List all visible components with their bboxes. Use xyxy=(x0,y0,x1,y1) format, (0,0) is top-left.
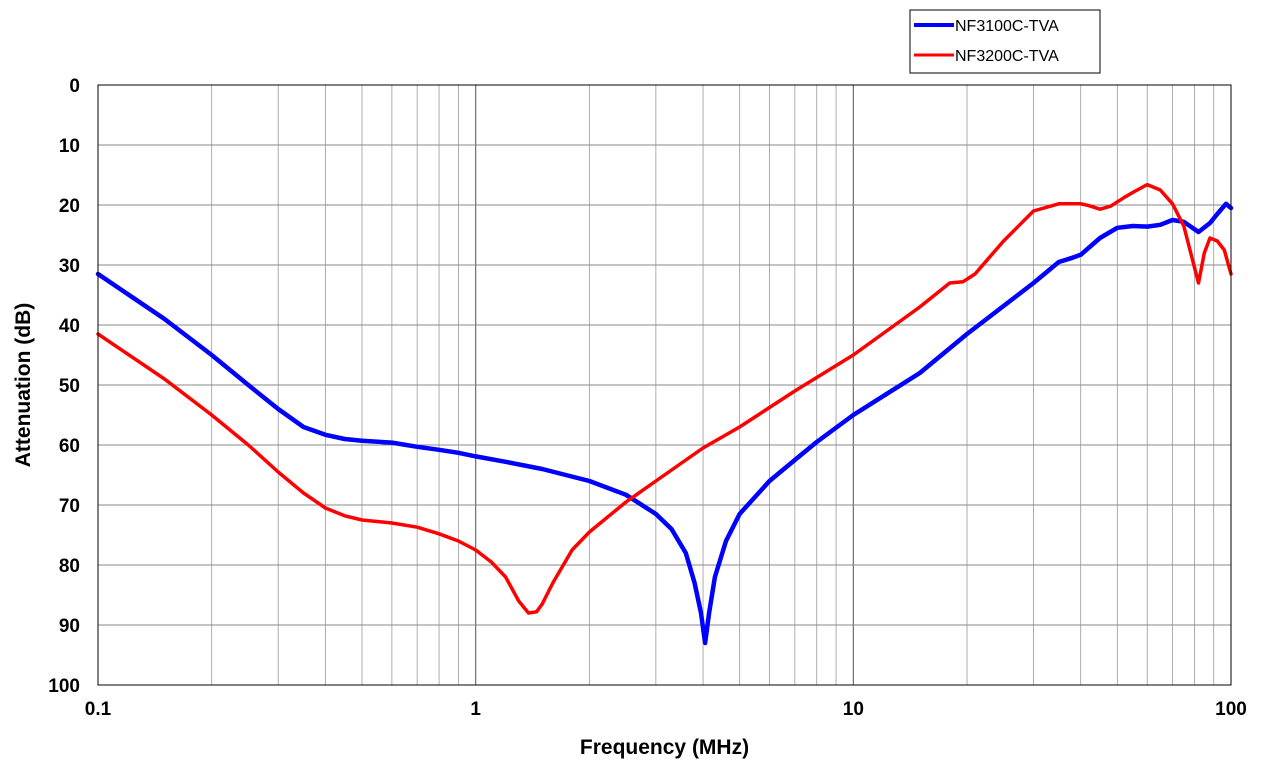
y-tick-label: 40 xyxy=(59,316,80,337)
series-line-nf3200c-tva xyxy=(96,182,1233,615)
x-tick-label: 10 xyxy=(843,699,864,720)
y-tick-label: 30 xyxy=(59,256,80,277)
y-tick-label: 10 xyxy=(59,136,80,157)
series-line-nf3100c-tva xyxy=(95,201,1234,646)
x-axis-label: Frequency (MHz) xyxy=(580,736,749,759)
y-tick-label: 90 xyxy=(59,616,80,637)
y-tick-label: 0 xyxy=(69,76,80,97)
x-tick-label: 100 xyxy=(1215,699,1247,720)
y-tick-label: 50 xyxy=(59,376,80,397)
legend: NF3100C-TVA NF3200C-TVA xyxy=(909,9,1101,74)
y-tick-label: 60 xyxy=(59,436,80,457)
y-tick-label: 100 xyxy=(48,676,80,697)
x-tick-label: 0.1 xyxy=(85,699,112,720)
y-tick-label: 20 xyxy=(59,196,80,217)
legend-entry-nf3200c: NF3200C-TVA xyxy=(955,48,1059,65)
x-tick-label: 1 xyxy=(470,699,481,720)
y-tick-label: 70 xyxy=(59,496,80,517)
y-axis-label: Attenuation (dB) xyxy=(12,303,35,467)
legend-entry-nf3100c: NF3100C-TVA xyxy=(955,18,1059,35)
y-tick-label: 80 xyxy=(59,556,80,577)
